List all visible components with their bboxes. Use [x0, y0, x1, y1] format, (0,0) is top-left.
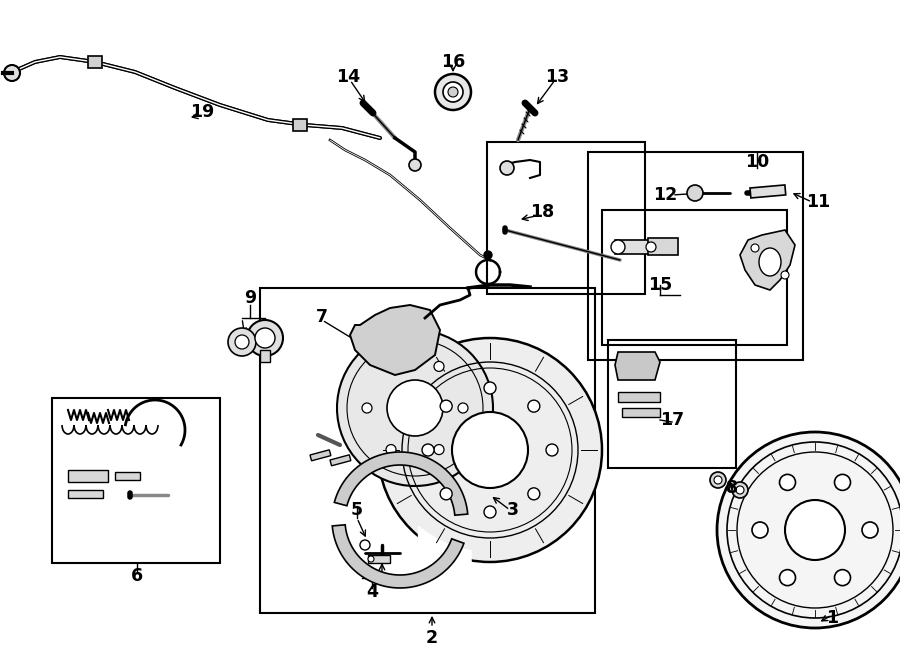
Circle shape — [779, 570, 796, 586]
Circle shape — [736, 486, 744, 494]
Circle shape — [247, 320, 283, 356]
Text: 9: 9 — [244, 289, 256, 307]
Polygon shape — [740, 230, 795, 290]
Text: 4: 4 — [366, 583, 378, 601]
Circle shape — [422, 444, 434, 456]
Circle shape — [781, 271, 789, 279]
Circle shape — [484, 251, 492, 259]
Circle shape — [440, 400, 452, 412]
Circle shape — [458, 403, 468, 413]
Circle shape — [484, 506, 496, 518]
Bar — [68, 470, 108, 482]
Text: 11: 11 — [806, 193, 830, 211]
Circle shape — [546, 444, 558, 456]
Circle shape — [378, 338, 602, 562]
Circle shape — [527, 488, 540, 500]
Circle shape — [255, 328, 275, 348]
Circle shape — [714, 476, 722, 484]
Bar — [293, 119, 307, 131]
Text: 10: 10 — [745, 153, 770, 171]
Circle shape — [440, 488, 452, 500]
Circle shape — [362, 403, 372, 413]
Circle shape — [834, 570, 850, 586]
Text: 16: 16 — [441, 53, 465, 71]
Polygon shape — [615, 352, 660, 380]
Text: 13: 13 — [544, 68, 569, 86]
Circle shape — [785, 500, 845, 560]
Circle shape — [710, 472, 726, 488]
Text: 15: 15 — [648, 276, 672, 294]
Circle shape — [360, 540, 370, 550]
Text: 18: 18 — [530, 203, 554, 221]
Ellipse shape — [759, 248, 781, 276]
Circle shape — [751, 244, 759, 252]
Circle shape — [409, 159, 421, 171]
Circle shape — [484, 382, 496, 394]
Bar — [88, 56, 102, 68]
Text: 14: 14 — [336, 68, 360, 86]
Polygon shape — [334, 452, 468, 515]
Bar — [615, 240, 663, 254]
Circle shape — [228, 328, 256, 356]
Polygon shape — [350, 305, 440, 375]
Circle shape — [527, 400, 540, 412]
Circle shape — [611, 240, 625, 254]
Bar — [648, 238, 678, 255]
Circle shape — [368, 556, 374, 562]
Bar — [115, 472, 140, 480]
Bar — [608, 340, 736, 468]
Circle shape — [752, 522, 768, 538]
Circle shape — [4, 65, 20, 81]
Polygon shape — [332, 525, 464, 588]
Circle shape — [443, 82, 463, 102]
Bar — [622, 408, 660, 417]
Circle shape — [434, 362, 444, 371]
Text: 12: 12 — [652, 186, 677, 204]
Bar — [588, 152, 803, 360]
Bar — [750, 185, 786, 198]
Circle shape — [386, 445, 396, 455]
Text: 17: 17 — [660, 411, 684, 429]
Bar — [602, 210, 787, 345]
Bar — [618, 392, 660, 402]
Circle shape — [434, 445, 444, 455]
Circle shape — [732, 482, 748, 498]
Text: 8: 8 — [726, 479, 738, 497]
Text: 1: 1 — [826, 609, 838, 627]
Text: 7: 7 — [316, 308, 328, 326]
Bar — [68, 490, 103, 498]
Circle shape — [387, 380, 443, 436]
Circle shape — [386, 362, 396, 371]
Text: 3: 3 — [507, 501, 519, 519]
Circle shape — [448, 87, 458, 97]
Circle shape — [717, 432, 900, 628]
Bar — [260, 288, 595, 613]
Circle shape — [646, 242, 656, 252]
Text: 5: 5 — [351, 501, 363, 519]
Circle shape — [779, 475, 796, 490]
Circle shape — [435, 74, 471, 110]
Circle shape — [500, 161, 514, 175]
Circle shape — [687, 185, 703, 201]
Bar — [368, 555, 390, 563]
Bar — [487, 142, 645, 294]
Bar — [330, 455, 351, 466]
Text: 6: 6 — [130, 567, 143, 585]
Text: 2: 2 — [426, 629, 438, 647]
Bar — [260, 350, 270, 362]
Bar — [52, 398, 220, 563]
Circle shape — [337, 330, 493, 486]
Bar — [310, 450, 331, 461]
Circle shape — [862, 522, 878, 538]
Text: 19: 19 — [190, 103, 214, 121]
Circle shape — [235, 335, 249, 349]
Circle shape — [834, 475, 850, 490]
Circle shape — [452, 412, 528, 488]
